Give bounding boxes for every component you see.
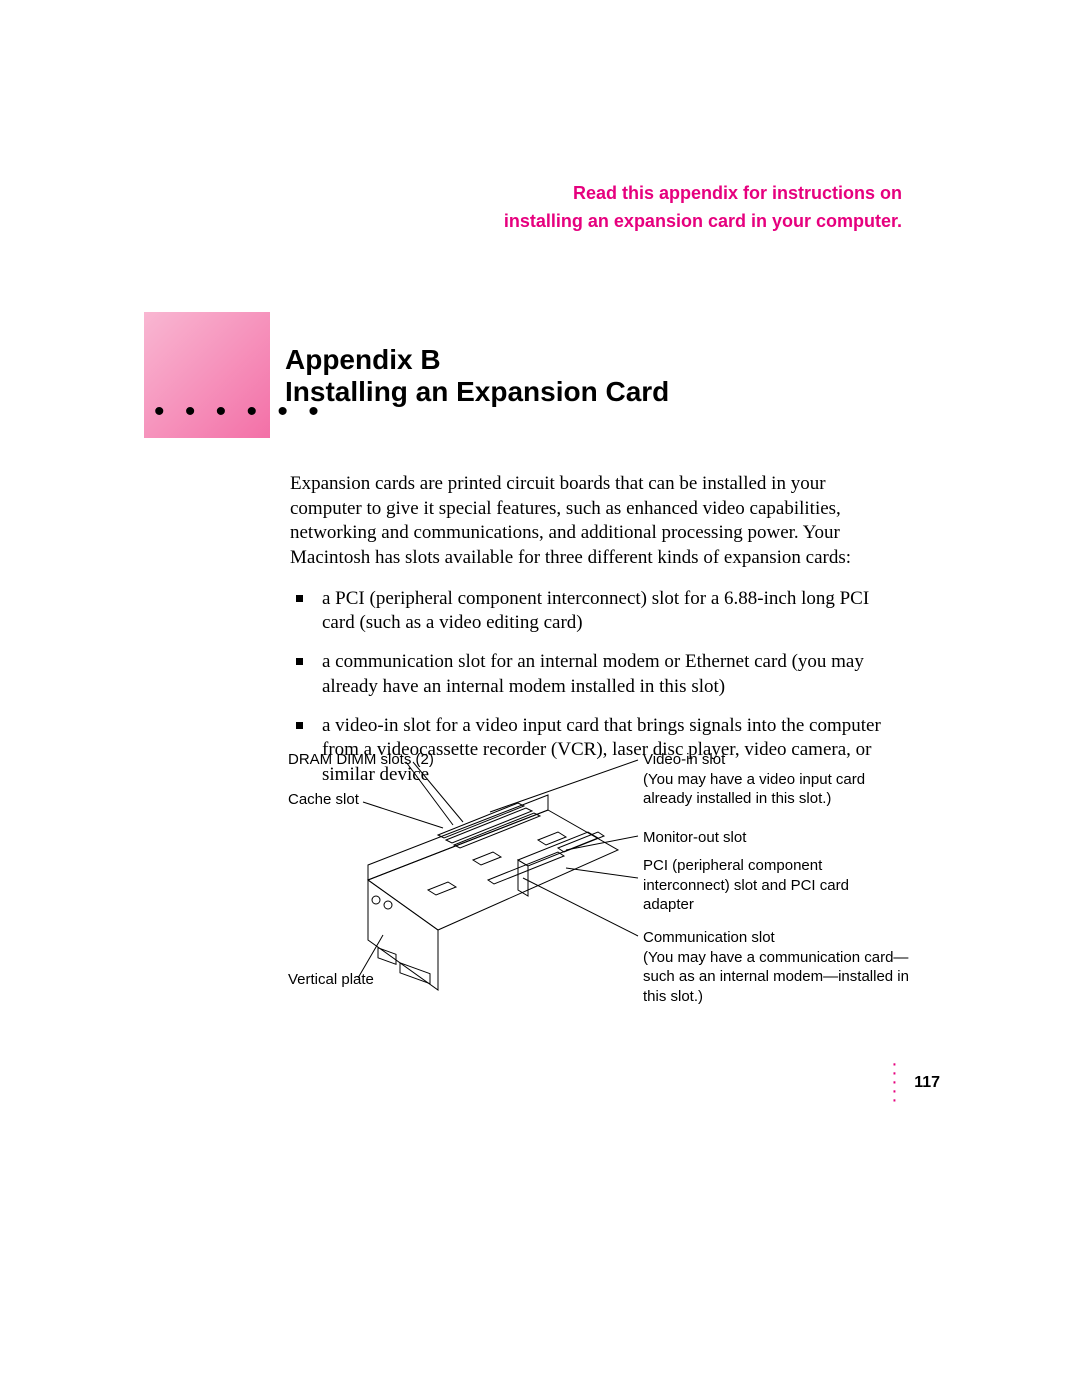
label-dram-slots: DRAM DIMM slots (2) [288,750,434,770]
chapter-title: Appendix B Installing an Expansion Card [285,344,669,408]
label-pci: PCI (peripheral component interconnect) … [643,856,903,915]
bullet-item: a PCI (peripheral component interconnect… [322,587,898,636]
title-line-2: Installing an Expansion Card [285,376,669,407]
label-video-in: Video-in slot (You may have a video inpu… [643,750,903,809]
bullet-item: a communication slot for an internal mod… [322,650,898,699]
label-text: Video-in slot [643,751,725,768]
intro-paragraph: Expansion cards are printed circuit boar… [290,472,898,571]
page-number-block: ····· 117 [891,1060,940,1105]
label-vertical-plate: Vertical plate [288,970,374,990]
page-number: 117 [906,1074,940,1092]
label-text: (You may have a communication card—such … [643,949,909,1005]
appendix-blurb: Read this appendix for instructions on i… [502,180,902,236]
label-monitor-out: Monitor-out slot [643,828,746,848]
label-communication: Communication slot (You may have a commu… [643,928,913,1006]
label-text: (You may have a video input card already… [643,771,865,808]
title-line-1: Appendix B [285,344,441,375]
label-text: Communication slot [643,929,775,946]
logic-board-diagram: DRAM DIMM slots (2) Cache slot Vertical … [288,750,902,1010]
document-page: Read this appendix for instructions on i… [0,0,1080,1397]
label-cache-slot: Cache slot [288,790,359,810]
page-number-dots-icon: ····· [891,1060,898,1105]
